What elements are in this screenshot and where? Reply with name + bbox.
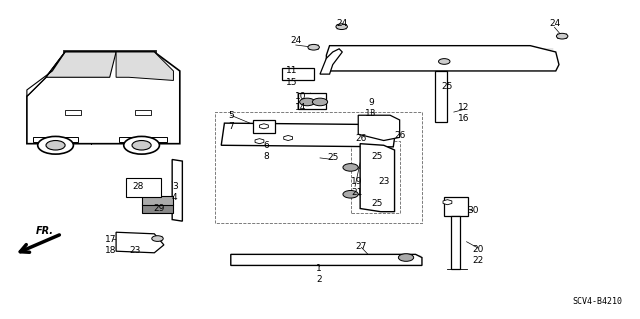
Polygon shape xyxy=(33,137,78,142)
Bar xyxy=(125,178,161,197)
Text: 8: 8 xyxy=(263,152,269,161)
Circle shape xyxy=(38,137,74,154)
Text: 23: 23 xyxy=(378,177,389,186)
Text: 25: 25 xyxy=(372,199,383,208)
Polygon shape xyxy=(282,68,314,80)
Text: 5: 5 xyxy=(228,111,234,120)
Polygon shape xyxy=(358,115,399,141)
Text: 22: 22 xyxy=(472,256,484,265)
Text: 23: 23 xyxy=(129,246,141,255)
Text: 11: 11 xyxy=(285,66,297,76)
Text: 25: 25 xyxy=(442,82,453,91)
Text: 24: 24 xyxy=(337,19,348,28)
Text: 15: 15 xyxy=(285,78,297,86)
Text: 20: 20 xyxy=(472,245,484,254)
Polygon shape xyxy=(320,49,342,74)
Polygon shape xyxy=(172,160,182,221)
Circle shape xyxy=(343,190,358,198)
Polygon shape xyxy=(298,93,326,109)
Polygon shape xyxy=(46,52,116,77)
Polygon shape xyxy=(435,71,447,122)
Polygon shape xyxy=(326,46,559,71)
Text: 13: 13 xyxy=(365,109,377,118)
Circle shape xyxy=(300,98,315,106)
Circle shape xyxy=(152,236,163,241)
Text: 6: 6 xyxy=(263,141,269,150)
Polygon shape xyxy=(27,52,65,96)
Polygon shape xyxy=(141,196,173,205)
Circle shape xyxy=(312,98,328,106)
Polygon shape xyxy=(259,124,268,129)
Text: SCV4-B4210: SCV4-B4210 xyxy=(573,297,623,306)
Polygon shape xyxy=(141,204,173,213)
Text: 2: 2 xyxy=(316,275,321,284)
Polygon shape xyxy=(116,52,173,80)
Circle shape xyxy=(46,141,65,150)
Polygon shape xyxy=(116,232,164,253)
Polygon shape xyxy=(451,216,460,269)
Text: 27: 27 xyxy=(356,242,367,251)
Polygon shape xyxy=(443,200,452,205)
Text: 24: 24 xyxy=(290,36,301,45)
Text: 26: 26 xyxy=(394,131,405,140)
Polygon shape xyxy=(255,139,264,144)
Text: 24: 24 xyxy=(549,19,560,28)
Circle shape xyxy=(124,137,159,154)
Polygon shape xyxy=(360,144,394,212)
Text: FR.: FR. xyxy=(36,226,54,236)
Circle shape xyxy=(336,24,348,30)
Circle shape xyxy=(556,33,568,39)
Text: 12: 12 xyxy=(458,103,469,112)
Bar xyxy=(65,110,81,115)
Polygon shape xyxy=(119,137,167,142)
Text: 28: 28 xyxy=(132,182,144,191)
Text: 21: 21 xyxy=(351,188,363,197)
Bar xyxy=(135,110,151,115)
Text: 10: 10 xyxy=(295,92,307,101)
Text: 16: 16 xyxy=(458,114,469,123)
Circle shape xyxy=(343,164,358,171)
Polygon shape xyxy=(27,52,180,144)
Text: 25: 25 xyxy=(372,152,383,161)
Circle shape xyxy=(132,141,151,150)
Text: 19: 19 xyxy=(351,177,363,186)
Polygon shape xyxy=(231,254,422,265)
Text: 29: 29 xyxy=(154,204,165,213)
Bar xyxy=(444,197,468,216)
Text: 4: 4 xyxy=(172,193,177,202)
Text: 14: 14 xyxy=(295,103,307,112)
Text: 25: 25 xyxy=(327,153,339,162)
Text: 26: 26 xyxy=(356,134,367,144)
Text: 3: 3 xyxy=(172,182,177,191)
Polygon shape xyxy=(221,123,396,147)
Polygon shape xyxy=(253,120,275,133)
Text: 1: 1 xyxy=(316,264,322,273)
Text: 9: 9 xyxy=(368,98,374,107)
Text: 18: 18 xyxy=(105,246,116,255)
Polygon shape xyxy=(284,136,292,141)
Circle shape xyxy=(308,44,319,50)
Text: 30: 30 xyxy=(467,206,479,215)
Text: 17: 17 xyxy=(105,235,116,244)
Circle shape xyxy=(438,59,450,64)
Text: 7: 7 xyxy=(228,122,234,131)
Circle shape xyxy=(398,254,413,261)
